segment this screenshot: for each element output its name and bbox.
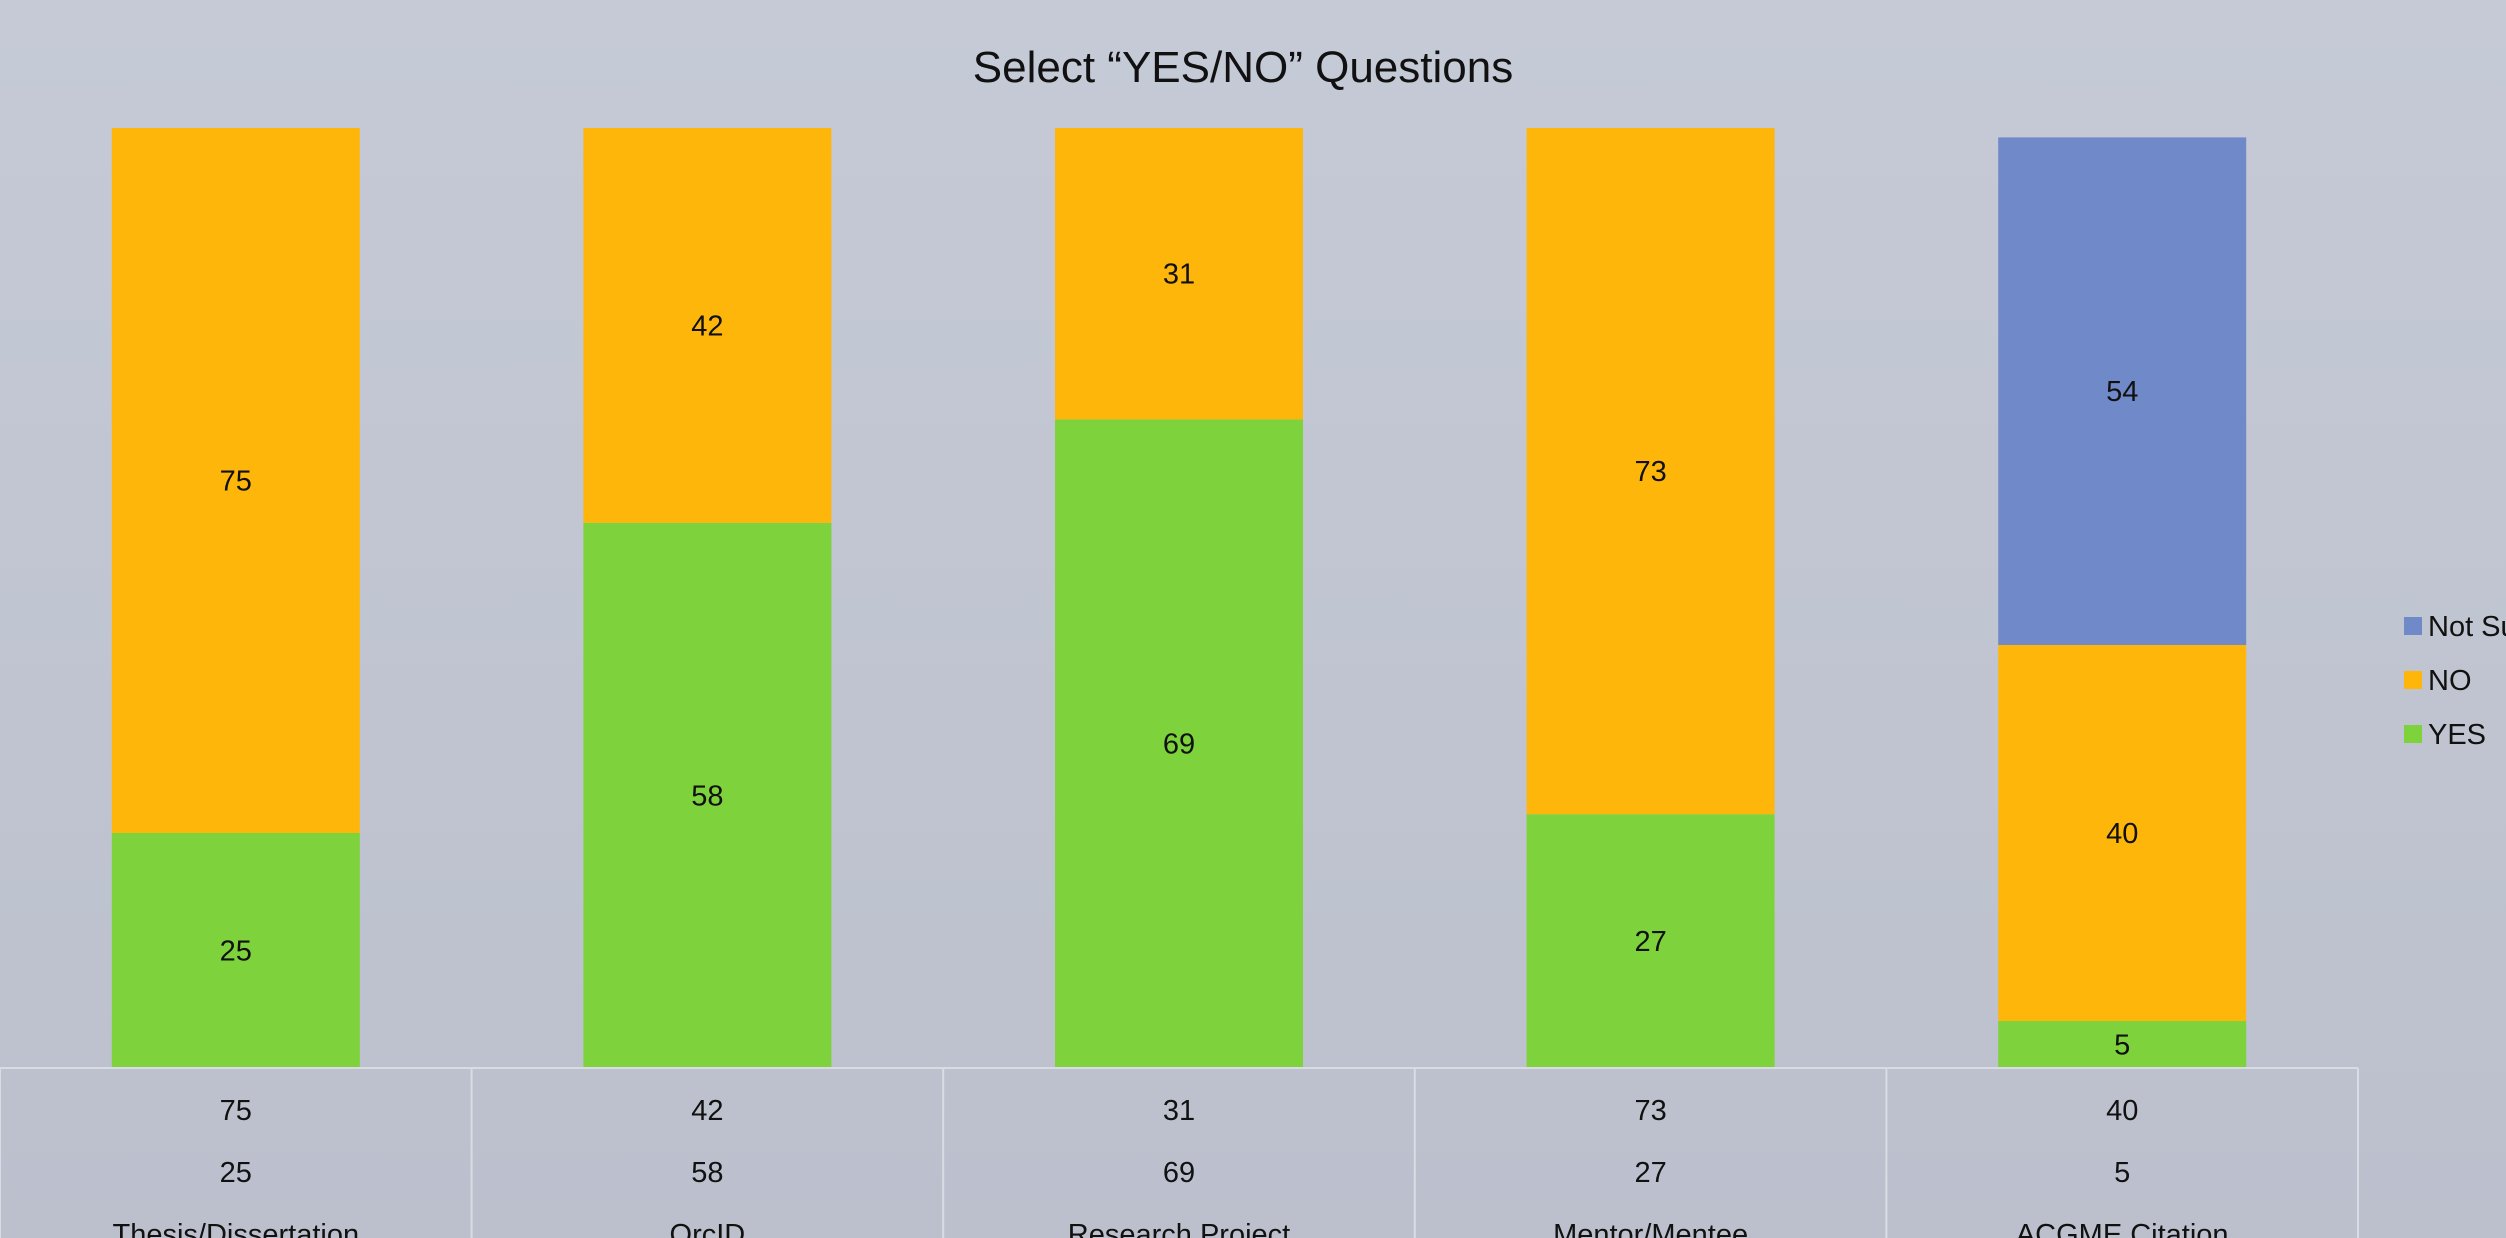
bar-research-project-no [1055,128,1303,420]
chart-title: Select “YES/NO” Questions [973,43,1513,92]
bar-thesis-dissertation-no [111,128,360,833]
bar-thesis-dissertation-yes [111,833,360,1068]
table-cell-yes-mentor-mentee: 27 [1634,1157,1666,1189]
table-cell-no-acgme-citation: 40 [2106,1095,2138,1127]
category-label-research-project: Research Project [1068,1219,1290,1238]
bar-acgme-citation-yes [1998,1021,2247,1068]
table-cell-no-orcid: 42 [691,1095,723,1127]
table-cell-yes-thesis-dissertation: 25 [220,1157,252,1189]
data-label-mentor-mentee-no: 73 [1634,456,1666,488]
bar-mentor-mentee-no [1526,128,1775,815]
data-label-research-project-yes: 69 [1163,729,1195,761]
bar-acgme-citation-not-su [1998,137,2247,645]
data-label-thesis-dissertation-no: 75 [220,466,252,498]
data-labels-group: 25 75 58 42 69 31 27 73 5 40 54 [220,259,2139,1062]
category-label-orcid: OrcID [670,1219,746,1238]
data-label-acgme-citation-no: 40 [2106,818,2138,850]
bars-group [111,128,2247,1068]
table-cell-no-thesis-dissertation: 75 [220,1095,252,1127]
bar-research-project-yes [1055,419,1303,1068]
table-cell-yes-acgme-citation: 5 [2114,1157,2130,1189]
legend: Not Su NO YES [2404,611,2506,751]
legend-label-no: NO [2428,665,2472,697]
data-label-acgme-citation-yes: 5 [2114,1030,2130,1062]
table-cell-yes-orcid: 58 [691,1157,723,1189]
data-label-orcid-yes: 58 [691,780,723,812]
table-cell-no-research-project: 31 [1163,1095,1195,1127]
data-label-mentor-mentee-yes: 27 [1634,926,1666,958]
category-label-mentor-mentee: Mentor/Mentee [1553,1219,1748,1238]
table-cell-no-mentor-mentee: 73 [1634,1095,1666,1127]
table-cell-yes-research-project: 69 [1163,1157,1195,1189]
legend-swatch-no [2404,671,2422,689]
data-label-orcid-no: 42 [691,310,723,342]
data-label-research-project-no: 31 [1163,259,1195,291]
bar-orcid-no [583,128,832,523]
bar-acgme-citation-no [1998,645,2247,1021]
legend-swatch-yes [2404,725,2422,743]
bar-mentor-mentee-yes [1526,814,1775,1068]
data-label-thesis-dissertation-yes: 25 [220,936,252,968]
bar-orcid-yes [583,522,832,1068]
category-label-thesis-dissertation: Thesis/Dissertation [113,1219,360,1238]
legend-swatch-not-su [2404,617,2422,635]
data-table: 75 42 31 73 40 25 58 69 27 5 Thesis/Dissertation Or… [0,1067,2359,1238]
category-label-acgme-citation: ACGME Citation [2016,1219,2229,1238]
legend-label-not-su: Not Su [2428,611,2506,643]
legend-label-yes: YES [2428,719,2486,751]
data-label-acgme-citation-not-su: 54 [2106,376,2138,408]
